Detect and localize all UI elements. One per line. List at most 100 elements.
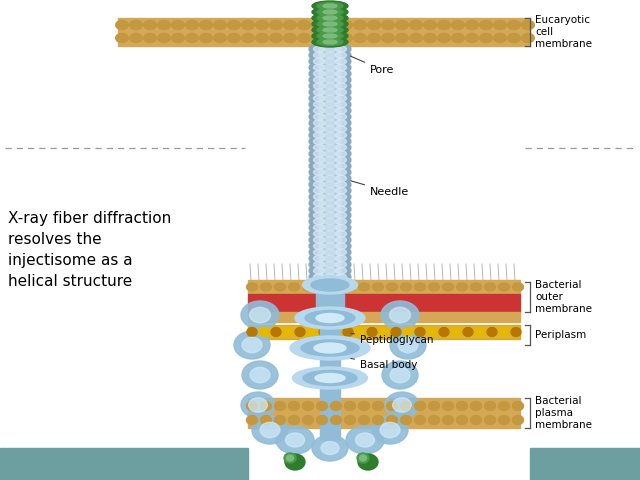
Ellipse shape xyxy=(368,34,380,43)
Ellipse shape xyxy=(314,64,324,71)
Ellipse shape xyxy=(343,327,353,336)
Ellipse shape xyxy=(358,283,369,291)
Ellipse shape xyxy=(319,259,341,270)
Ellipse shape xyxy=(401,416,412,424)
Ellipse shape xyxy=(309,124,329,134)
Ellipse shape xyxy=(275,401,285,410)
Ellipse shape xyxy=(335,274,346,280)
Text: Bacterial
plasma
membrane: Bacterial plasma membrane xyxy=(535,396,592,430)
Ellipse shape xyxy=(249,398,268,412)
Ellipse shape xyxy=(391,327,401,336)
Ellipse shape xyxy=(487,327,497,336)
Ellipse shape xyxy=(319,253,341,264)
Ellipse shape xyxy=(314,138,324,144)
Ellipse shape xyxy=(314,132,324,138)
Ellipse shape xyxy=(315,373,345,383)
Ellipse shape xyxy=(324,243,335,249)
Ellipse shape xyxy=(335,46,346,52)
Ellipse shape xyxy=(331,222,351,233)
Ellipse shape xyxy=(319,105,341,116)
Ellipse shape xyxy=(319,271,341,282)
Ellipse shape xyxy=(314,59,324,64)
Bar xyxy=(320,280,340,440)
Ellipse shape xyxy=(316,313,344,323)
Ellipse shape xyxy=(470,283,481,291)
Ellipse shape xyxy=(319,234,341,245)
Ellipse shape xyxy=(456,401,467,410)
Ellipse shape xyxy=(522,34,534,43)
Ellipse shape xyxy=(429,401,440,410)
Bar xyxy=(316,280,344,320)
Ellipse shape xyxy=(309,130,329,141)
Ellipse shape xyxy=(314,255,324,262)
Ellipse shape xyxy=(513,283,524,291)
Ellipse shape xyxy=(292,367,367,389)
Ellipse shape xyxy=(456,283,467,291)
Ellipse shape xyxy=(335,255,346,262)
Ellipse shape xyxy=(312,21,324,30)
Ellipse shape xyxy=(305,311,355,325)
Text: Periplasm: Periplasm xyxy=(535,330,586,340)
Ellipse shape xyxy=(260,416,271,424)
Ellipse shape xyxy=(285,433,305,447)
Ellipse shape xyxy=(319,99,341,110)
Ellipse shape xyxy=(314,126,324,132)
Ellipse shape xyxy=(314,83,324,89)
Ellipse shape xyxy=(324,89,335,95)
Ellipse shape xyxy=(309,216,329,227)
Text: Peptidoglycan: Peptidoglycan xyxy=(351,334,433,345)
Ellipse shape xyxy=(314,188,324,194)
Ellipse shape xyxy=(295,307,365,329)
Ellipse shape xyxy=(303,283,314,291)
Ellipse shape xyxy=(314,206,324,212)
Bar xyxy=(0,448,248,480)
Ellipse shape xyxy=(323,34,337,38)
Ellipse shape xyxy=(335,151,346,157)
Ellipse shape xyxy=(309,87,329,98)
Ellipse shape xyxy=(331,56,351,67)
Ellipse shape xyxy=(319,44,341,55)
Ellipse shape xyxy=(335,206,346,212)
Ellipse shape xyxy=(285,454,305,470)
Ellipse shape xyxy=(247,327,257,336)
Ellipse shape xyxy=(393,398,412,412)
Ellipse shape xyxy=(335,132,346,138)
Text: Needle: Needle xyxy=(351,181,409,197)
Ellipse shape xyxy=(354,34,366,43)
Ellipse shape xyxy=(335,218,346,225)
Ellipse shape xyxy=(314,243,324,249)
Ellipse shape xyxy=(387,416,397,424)
Ellipse shape xyxy=(290,336,370,360)
Ellipse shape xyxy=(335,262,346,268)
Ellipse shape xyxy=(335,77,346,83)
Ellipse shape xyxy=(358,454,378,470)
Ellipse shape xyxy=(309,271,329,282)
Ellipse shape xyxy=(317,9,343,15)
Bar xyxy=(248,294,520,312)
Ellipse shape xyxy=(331,118,351,129)
Ellipse shape xyxy=(324,77,335,83)
Ellipse shape xyxy=(381,301,419,329)
Ellipse shape xyxy=(309,136,329,147)
Ellipse shape xyxy=(324,120,335,126)
Ellipse shape xyxy=(319,136,341,147)
Ellipse shape xyxy=(324,169,335,175)
Ellipse shape xyxy=(324,71,335,77)
Ellipse shape xyxy=(340,34,352,43)
Ellipse shape xyxy=(403,327,413,336)
Ellipse shape xyxy=(331,259,351,270)
Ellipse shape xyxy=(442,401,454,410)
Ellipse shape xyxy=(314,343,346,353)
Ellipse shape xyxy=(344,283,355,291)
Ellipse shape xyxy=(346,426,384,454)
Ellipse shape xyxy=(324,218,335,225)
Ellipse shape xyxy=(319,173,341,184)
Ellipse shape xyxy=(513,416,524,424)
Ellipse shape xyxy=(331,50,351,61)
Ellipse shape xyxy=(499,401,509,410)
Ellipse shape xyxy=(242,361,278,389)
Ellipse shape xyxy=(335,212,346,218)
Ellipse shape xyxy=(269,21,282,30)
Ellipse shape xyxy=(319,327,329,336)
Ellipse shape xyxy=(309,161,329,171)
